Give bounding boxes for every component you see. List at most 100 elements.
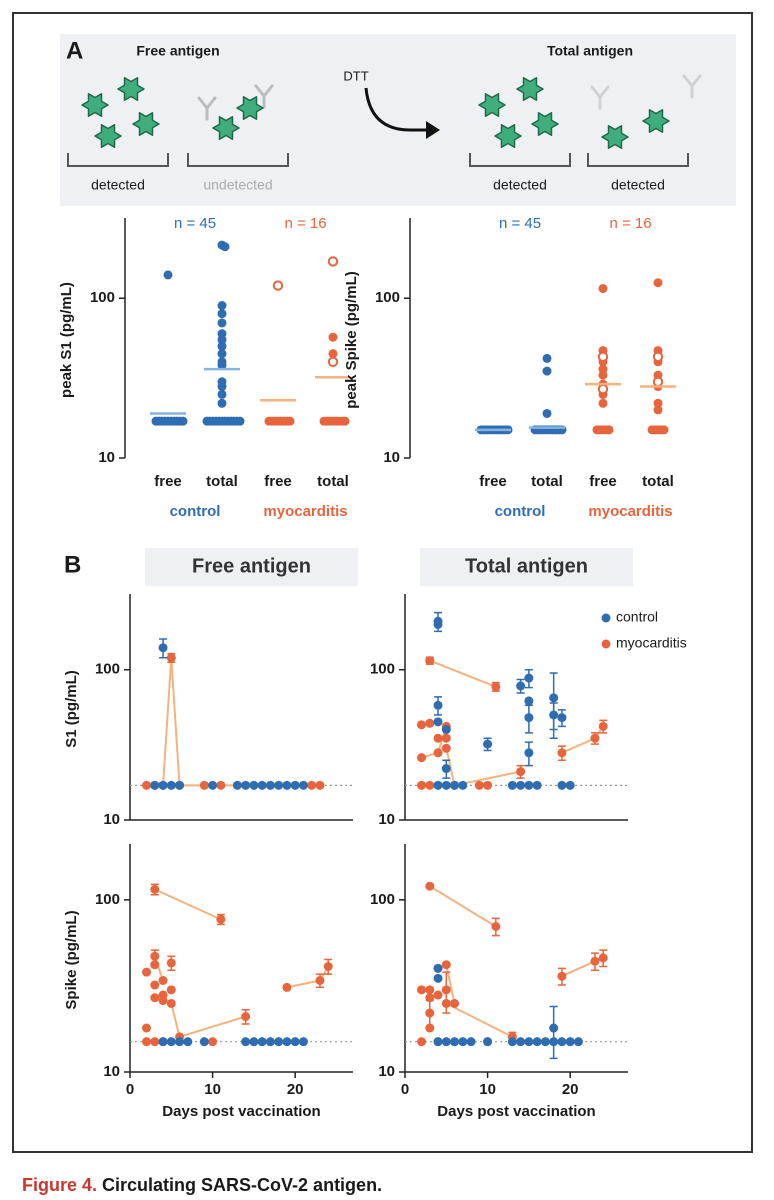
y-tick-label: 10: [98, 449, 115, 466]
point: [540, 1037, 550, 1047]
point: [433, 733, 443, 743]
connection-line: [429, 885, 497, 928]
point: [549, 1023, 559, 1033]
x-tick-label: 0: [401, 1081, 409, 1098]
point: [549, 710, 559, 720]
point: [524, 780, 534, 790]
point: [150, 780, 160, 790]
connection-line: [445, 1002, 513, 1038]
point: [151, 416, 161, 426]
point: [217, 341, 227, 351]
point: [458, 780, 468, 790]
point: [285, 416, 295, 426]
arrow: [364, 87, 432, 132]
point: [265, 1037, 275, 1047]
x-tick-label: free: [479, 473, 507, 490]
connection-line: [429, 659, 497, 688]
point: [290, 780, 300, 790]
x-tick-label: free: [589, 473, 617, 490]
x-tick-label: 10: [479, 1081, 496, 1098]
point: [217, 398, 227, 408]
point: [340, 416, 350, 426]
title-box: [145, 548, 358, 586]
connection-line: [561, 737, 596, 754]
x-tick-label: 10: [204, 1081, 221, 1098]
point: [158, 643, 168, 653]
point: [425, 881, 435, 891]
y-axis-label: Spike (pg/mL): [63, 910, 80, 1009]
x-axis-label: Days post vaccination: [437, 1103, 595, 1120]
point: [653, 405, 663, 415]
point: [166, 985, 176, 995]
panel-letter: A: [66, 37, 83, 64]
y-tick-label: 100: [370, 661, 395, 678]
point: [425, 656, 435, 666]
x-tick-label: total: [317, 473, 349, 490]
point: [458, 1037, 468, 1047]
point: [158, 975, 168, 985]
caption-label: Figure 4.: [22, 1175, 97, 1195]
panel-letter: B: [64, 551, 81, 578]
x-tick-label: total: [642, 473, 674, 490]
point: [598, 721, 608, 731]
x-axis-label: Days post vaccination: [162, 1103, 320, 1120]
point: [441, 725, 451, 735]
y-axis-label: peak Spike (pg/mL): [343, 271, 360, 409]
bracket: [469, 153, 689, 167]
detection-label: detected: [611, 177, 665, 193]
open-point: [597, 383, 609, 395]
point: [202, 416, 212, 426]
point: [249, 780, 259, 790]
point: [450, 780, 460, 790]
point: [150, 960, 160, 970]
point: [274, 780, 284, 790]
connection-line: [179, 1015, 246, 1038]
connection-line: [170, 1003, 181, 1038]
point: [158, 1037, 168, 1047]
point: [590, 956, 600, 966]
point: [433, 748, 443, 758]
point: [441, 985, 451, 995]
y-tick-label: 10: [378, 811, 395, 828]
open-point: [272, 280, 284, 291]
point: [298, 780, 308, 790]
n-label: n = 16: [284, 215, 326, 232]
point: [282, 982, 292, 992]
point: [166, 780, 176, 790]
point: [557, 713, 567, 723]
point: [150, 993, 160, 1003]
point: [433, 963, 443, 973]
group-label: control: [170, 503, 221, 520]
point: [142, 967, 152, 977]
point: [441, 780, 451, 790]
y-axis-label: S1 (pg/mL): [63, 670, 80, 748]
point: [441, 998, 451, 1008]
point: [241, 780, 251, 790]
point: [298, 1037, 308, 1047]
point: [166, 958, 176, 968]
point: [532, 780, 542, 790]
point: [524, 673, 534, 683]
connection-line: [154, 888, 222, 921]
group-label: control: [495, 503, 546, 520]
point: [208, 780, 218, 790]
panel-a-title: Free antigen: [136, 43, 219, 59]
group-label: myocarditis: [263, 503, 347, 520]
n-label: n = 16: [609, 215, 651, 232]
point: [532, 1037, 542, 1047]
point: [425, 1008, 435, 1018]
point: [483, 1037, 493, 1047]
arrowhead: [426, 121, 440, 139]
point: [328, 332, 338, 342]
x-tick-label: total: [206, 473, 238, 490]
n-label: n = 45: [499, 215, 541, 232]
point: [175, 1037, 185, 1047]
point: [441, 743, 451, 753]
connection-line: [286, 979, 321, 989]
group-label: myocarditis: [588, 503, 672, 520]
point: [150, 1037, 160, 1047]
point: [217, 309, 227, 319]
point: [450, 998, 460, 1008]
y-tick-label: 100: [375, 289, 400, 306]
